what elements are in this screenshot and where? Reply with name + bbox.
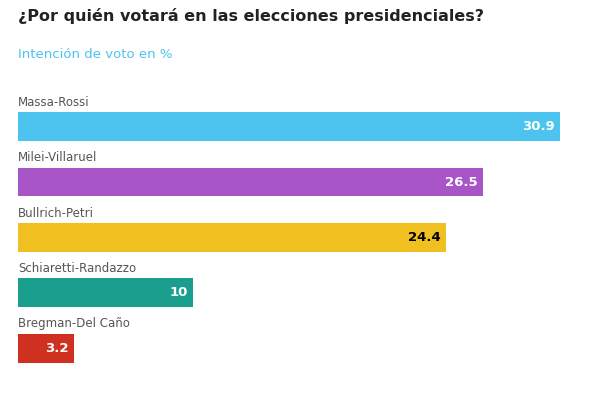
Bar — [18, 334, 74, 362]
Text: Intención de voto en %: Intención de voto en % — [18, 48, 173, 61]
Text: Milei-Villaruel: Milei-Villaruel — [18, 151, 97, 164]
Bar — [18, 168, 483, 196]
Text: Schiaretti-Randazzo: Schiaretti-Randazzo — [18, 262, 136, 275]
Text: 30.9: 30.9 — [522, 120, 554, 133]
Bar — [18, 223, 446, 252]
Text: 26.5: 26.5 — [445, 176, 478, 188]
Text: Bregman-Del Caño: Bregman-Del Caño — [18, 318, 130, 330]
Text: Bullrich-Petri: Bullrich-Petri — [18, 207, 94, 220]
Text: 24.4: 24.4 — [408, 231, 440, 244]
Bar — [18, 278, 193, 307]
Text: 10: 10 — [170, 286, 188, 299]
Text: Massa-Rossi: Massa-Rossi — [18, 96, 89, 109]
Text: ¿Por quién votará en las elecciones presidenciales?: ¿Por quién votará en las elecciones pres… — [18, 8, 484, 24]
Text: 3.2: 3.2 — [46, 342, 69, 355]
Bar — [18, 112, 560, 141]
